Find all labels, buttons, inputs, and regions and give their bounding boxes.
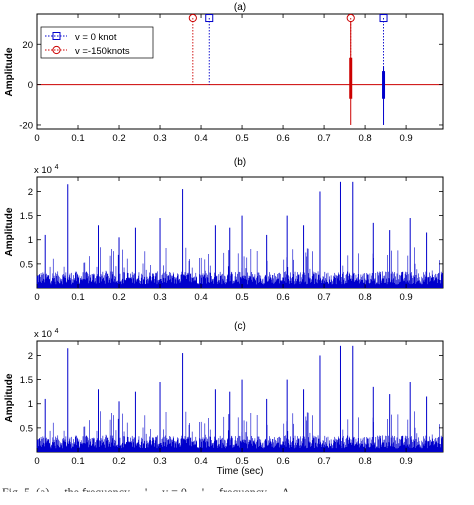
y-tick-label: 20: [22, 40, 33, 51]
x-tick-label: 0.1: [71, 292, 84, 303]
marker-square-v0: [379, 14, 388, 23]
x-tick-label: 0.9: [399, 456, 412, 467]
panel-b-marks: [36, 181, 443, 288]
x-tick-label: 0.9: [399, 133, 412, 144]
figure-caption: Fig. 5. (a) ... the frequency ... ' ... …: [2, 485, 291, 499]
x-tick-label: 0.5: [235, 133, 248, 144]
legend-marker-square: [52, 32, 61, 40]
x-tick-label: 0.2: [112, 133, 125, 144]
panel-c: (c) x 10 4 Amplitude 0 0.1 0.2 0.3 0.4 0.5 0.6…: [4, 321, 444, 477]
x-tick-label: 0.2: [112, 292, 125, 303]
x-tick-label: 0: [34, 292, 39, 303]
x-tick-label: 0.1: [71, 133, 84, 144]
x-tick-label: 0.7: [317, 292, 330, 303]
x-tick-label: 0.4: [194, 133, 207, 144]
y-tick-label: -20: [19, 120, 33, 131]
panel-b-exponent-power: 4: [55, 164, 59, 171]
panel-a-label: (a): [234, 2, 246, 13]
y-tick-label: 1: [28, 235, 33, 246]
marker-square-v0: [205, 14, 214, 23]
x-tick-label: 0.6: [276, 456, 289, 467]
panel-c-plot-area: [36, 340, 444, 453]
x-tick-label: 0.8: [358, 133, 371, 144]
panel-c-label: (c): [234, 321, 246, 332]
x-tick-label: 0.5: [235, 292, 248, 303]
panel-c-exponent: x 10 4: [34, 328, 59, 340]
panel-b-ylabel: Amplitude: [4, 207, 15, 256]
y-tick-label: 2: [28, 187, 33, 198]
x-tick-label: 0.4: [194, 456, 207, 467]
panel-c-exponent-base: x 10: [34, 329, 52, 340]
y-tick-label: 2: [28, 351, 33, 362]
x-tick-label: 0.2: [112, 456, 125, 467]
legend-label-v150: v =-150knots: [75, 46, 130, 57]
marker-circle-v150: [346, 13, 355, 23]
panel-b-exponent-base: x 10: [34, 165, 52, 176]
panel-c-marks: [36, 345, 443, 452]
x-tick-label: 0: [34, 133, 39, 144]
panel-a-marks: [37, 13, 443, 125]
panel-b-axes: 0 0.1 0.2 0.3 0.4 0.5 0.6 0.7 0.8 0.9 0.5 1 1.5 2: [20, 177, 443, 303]
x-tick-label: 0.6: [276, 133, 289, 144]
x-tick-label: 0.7: [317, 456, 330, 467]
panel-c-ylabel: Amplitude: [4, 373, 15, 422]
x-tick-label: 0.8: [358, 292, 371, 303]
x-tick-label: 0.5: [235, 456, 248, 467]
x-tick-label: 0.4: [194, 292, 207, 303]
panel-a-legend: v = 0 knot v =-150knots: [40, 26, 154, 59]
x-tick-label: 0.8: [358, 456, 371, 467]
x-tick-label: 0.9: [399, 292, 412, 303]
panel-b-label: (b): [234, 157, 246, 168]
marker-circle-v150: [188, 13, 197, 23]
panel-c-axes: 0 0.1 0.2 0.3 0.4 0.5 0.6 0.7 0.8 0.9 0.5 1 1.5 2: [20, 341, 443, 467]
y-tick-label: 1.5: [20, 211, 33, 222]
panel-a-ylabel: Amplitude: [4, 47, 15, 96]
x-tick-label: 0.3: [153, 133, 166, 144]
x-tick-label: 0.6: [276, 292, 289, 303]
pulse-body-v150: [349, 57, 353, 99]
y-tick-label: 0.5: [20, 259, 33, 270]
legend-marker-circle: [52, 45, 61, 55]
y-tick-label: 1: [28, 399, 33, 410]
y-tick-label: 0.5: [20, 423, 33, 434]
legend-label-v0: v = 0 knot: [75, 32, 117, 43]
x-tick-label: 0.7: [317, 133, 330, 144]
x-tick-label: 0.3: [153, 456, 166, 467]
x-axis-label: Time (sec): [217, 466, 264, 477]
panel-c-exponent-power: 4: [55, 328, 59, 335]
y-tick-label: 0: [28, 80, 33, 91]
x-tick-label: 0.3: [153, 292, 166, 303]
panel-b-plot-area: [36, 176, 444, 289]
panel-b: (b) x 10 4 Amplitude 0 0.1 0.2 0.3 0.4 0.5 0.6…: [4, 157, 444, 303]
panel-b-exponent: x 10 4: [34, 164, 59, 176]
panel-a: (a) Amplitude 0 0.1 0.2 0.3 0.4 0.5 0.6 0.7 0.8 0…: [4, 2, 444, 144]
x-tick-label: 0: [34, 456, 39, 467]
y-tick-label: 1.5: [20, 375, 33, 386]
x-tick-label: 0.1: [71, 456, 84, 467]
pulse-body-v0: [382, 71, 386, 99]
